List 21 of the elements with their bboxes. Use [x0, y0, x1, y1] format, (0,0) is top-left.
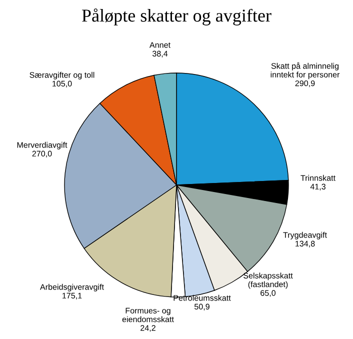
slice-label: Arbeidsgiveravgift [40, 284, 104, 292]
data-label: 65,0 [260, 290, 276, 297]
slice-label: Formues- og eiendomsskatt [122, 308, 174, 322]
data-label: 105,0 [52, 80, 72, 88]
data-label: 270,0 [32, 150, 52, 158]
slice-label: Trygdeavgift [283, 232, 327, 240]
data-label: 38,4 [152, 50, 168, 58]
data-label: 175,1 [62, 292, 82, 300]
slice-label: Skatt på alminnelig inntekt for personer [270, 62, 340, 80]
data-label: 50,9 [194, 304, 210, 310]
slice-label: Selskapsskatt (fastlandet) [244, 272, 293, 289]
slice-label: Annet [149, 42, 170, 48]
data-label: 134,8 [296, 240, 315, 248]
data-label: 24,2 [140, 325, 156, 332]
slice-label: Petroleumsskatt [174, 294, 231, 301]
slice-label: Trinnskatt [300, 174, 336, 181]
slice-label: Merverdiavgift [17, 142, 68, 150]
data-label: 290,9 [295, 80, 315, 88]
slice-label: Særavgifter og toll [30, 72, 94, 80]
chart-title: Påløpte skatter og avgifter [82, 8, 272, 26]
data-label: 41,3 [310, 184, 326, 190]
